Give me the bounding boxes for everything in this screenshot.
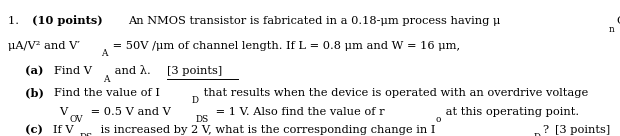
- Text: DS: DS: [195, 115, 208, 124]
- Text: If V: If V: [53, 125, 74, 135]
- Text: OV: OV: [69, 115, 83, 124]
- Text: An NMOS transistor is fabricated in a 0.18-μm process having μ: An NMOS transistor is fabricated in a 0.…: [128, 16, 500, 27]
- Text: at this operating point.: at this operating point.: [442, 107, 583, 117]
- Text: = 1 V. Also find the value of r: = 1 V. Also find the value of r: [212, 107, 385, 117]
- Text: that results when the device is operated with an overdrive voltage: that results when the device is operated…: [200, 88, 588, 98]
- Text: DS: DS: [80, 134, 93, 136]
- Text: (10 points): (10 points): [32, 16, 107, 27]
- Text: A: A: [101, 50, 107, 58]
- Text: (a): (a): [25, 65, 47, 76]
- Text: (b): (b): [25, 87, 48, 98]
- Text: Find V: Find V: [54, 66, 92, 76]
- Text: ?: ?: [542, 125, 552, 135]
- Text: Find the value of I: Find the value of I: [55, 88, 161, 98]
- Text: 1.: 1.: [8, 16, 26, 27]
- Text: μA/V² and V′: μA/V² and V′: [8, 41, 80, 51]
- Text: = 50V /μm of channel length. If L = 0.8 μm and W = 16 μm,: = 50V /μm of channel length. If L = 0.8 …: [109, 41, 460, 51]
- Text: n: n: [609, 25, 614, 34]
- Text: o: o: [435, 115, 440, 124]
- Text: C: C: [616, 16, 620, 27]
- Text: D: D: [533, 134, 541, 136]
- Text: [3 points]: [3 points]: [167, 66, 223, 76]
- Text: (c): (c): [25, 124, 46, 135]
- Text: V: V: [59, 107, 67, 117]
- Text: [3 points]: [3 points]: [555, 125, 610, 135]
- Text: = 0.5 V and V: = 0.5 V and V: [87, 107, 171, 117]
- Text: is increased by 2 V, what is the corresponding change in I: is increased by 2 V, what is the corresp…: [97, 125, 435, 135]
- Text: D: D: [191, 96, 198, 105]
- Text: and λ.: and λ.: [111, 66, 154, 76]
- Text: A: A: [103, 75, 109, 84]
